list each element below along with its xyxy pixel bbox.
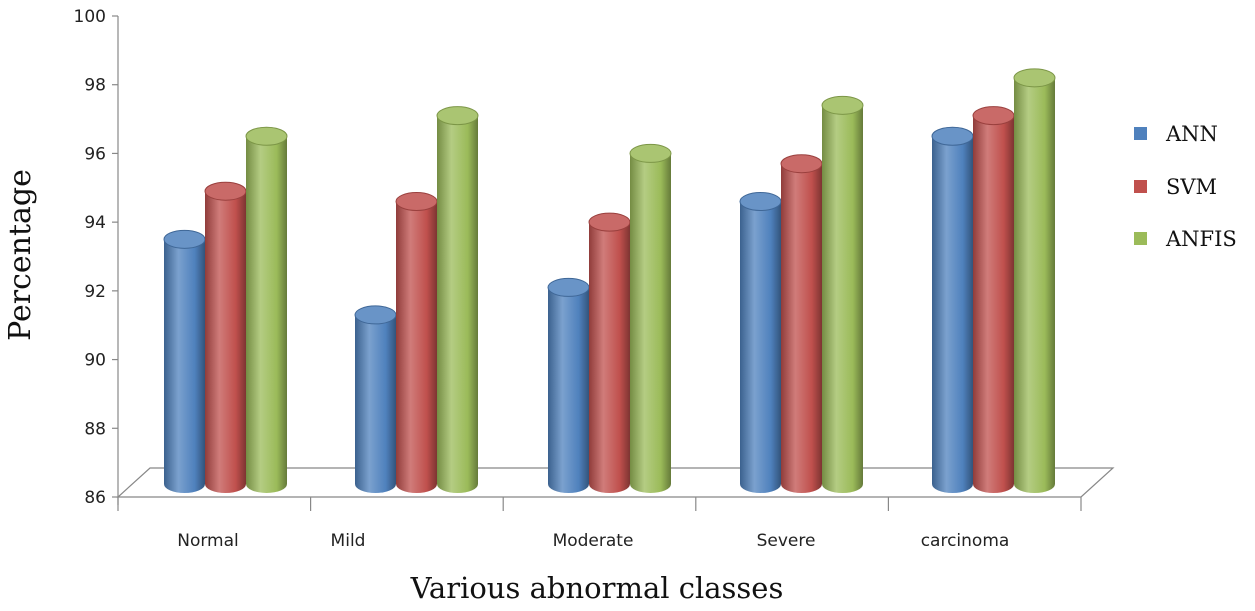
y-tick-label: 90 <box>84 351 106 371</box>
bar <box>354 305 397 493</box>
bar-top <box>972 106 1015 126</box>
bar-body <box>396 201 437 493</box>
y-tick-label: 100 <box>74 7 106 27</box>
bar-body <box>630 153 671 493</box>
bar <box>395 192 438 493</box>
bar <box>972 106 1015 493</box>
bar-top <box>931 126 974 146</box>
bar-top <box>547 277 590 297</box>
y-tick-label: 88 <box>84 419 106 439</box>
bar-top <box>245 126 288 146</box>
bar-body <box>932 136 973 493</box>
bar <box>163 229 206 493</box>
legend-label: SVM <box>1166 175 1217 199</box>
bar-top <box>1013 68 1056 88</box>
bar <box>245 126 288 493</box>
bar-body <box>589 222 630 493</box>
x-tick-label: carcinoma <box>921 531 1010 551</box>
bar <box>1013 68 1056 493</box>
bar-top <box>204 181 247 201</box>
legend: ANN SVM ANFIS <box>1134 122 1237 251</box>
bar-top <box>395 192 438 212</box>
bar-body <box>205 191 246 493</box>
y-tick-label: 86 <box>84 488 106 508</box>
bar-body <box>1014 77 1055 493</box>
legend-swatch <box>1134 180 1147 193</box>
bar-body <box>164 239 205 493</box>
bar-body <box>740 201 781 493</box>
bar <box>629 143 672 493</box>
legend-label: ANFIS <box>1165 227 1237 251</box>
bar-top <box>629 143 672 163</box>
x-axis-title: Various abnormal classes <box>410 571 784 605</box>
y-tick-label: 94 <box>84 213 106 233</box>
bar-body <box>548 287 589 493</box>
bar-body <box>246 136 287 493</box>
bar-top <box>163 229 206 249</box>
x-tick-label: Severe <box>757 531 816 551</box>
y-tick-label: 96 <box>84 144 106 164</box>
bar <box>547 277 590 493</box>
bar-top <box>780 154 823 174</box>
bar <box>931 126 974 493</box>
bar <box>436 106 479 493</box>
x-tick-label: Mild <box>331 531 366 551</box>
bar-body <box>437 115 478 493</box>
bar-body <box>973 115 1014 493</box>
bar-top <box>436 106 479 126</box>
legend-swatch <box>1134 232 1147 245</box>
bar <box>204 181 247 493</box>
y-axis-title: Percentage <box>3 169 38 341</box>
bar-top <box>588 212 631 232</box>
legend-label: ANN <box>1165 122 1218 146</box>
bar-body <box>781 163 822 493</box>
bar-top <box>739 192 782 212</box>
bar <box>739 192 782 493</box>
bar <box>780 154 823 493</box>
legend-swatch <box>1134 127 1147 140</box>
bar-body <box>355 314 396 493</box>
bar <box>588 212 631 493</box>
x-tick-label: Normal <box>177 531 239 551</box>
bar-top <box>354 305 397 325</box>
y-tick-label: 92 <box>84 282 106 302</box>
bar <box>821 95 864 493</box>
bar-body <box>822 105 863 493</box>
bars <box>163 68 1056 493</box>
y-tick-label: 98 <box>84 76 106 96</box>
bar-top <box>821 95 864 115</box>
x-tick-label: Moderate <box>553 531 634 551</box>
